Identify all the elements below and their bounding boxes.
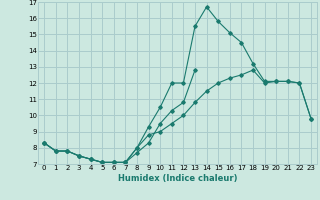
X-axis label: Humidex (Indice chaleur): Humidex (Indice chaleur) (118, 174, 237, 183)
